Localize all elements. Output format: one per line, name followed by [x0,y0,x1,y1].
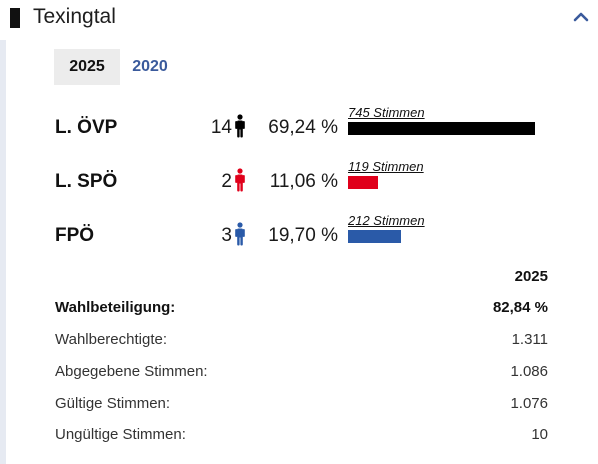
party-votes: 212 Stimmen [348,213,425,228]
stat-label: Gültige Stimmen: [55,395,171,412]
party-name: L. SPÖ [55,171,118,192]
party-vote-bar [348,122,535,135]
party-seats: 2 [221,171,232,192]
stat-value: 1.086 [510,363,548,380]
stat-row-turnout: Wahlbeteiligung: 82,84 % [55,299,548,321]
collapse-button[interactable] [570,6,592,28]
chevron-up-icon [573,12,589,22]
stat-value: 10 [531,426,548,443]
stat-row-invalid: Ungültige Stimmen: 10 [55,426,548,448]
party-vote-bar [348,230,401,243]
party-name: FPÖ [55,225,95,246]
party-percent: 11,06 % [269,171,338,192]
party-seats: 14 [210,117,232,138]
stat-label: Wahlberechtigte: [55,331,168,348]
tab-2025[interactable]: 2025 [54,49,120,85]
stats-year-header: 2025 [514,268,548,285]
party-name: L. ÖVP [55,117,118,138]
stat-row-eligible: Wahlberechtigte: 1.311 [55,331,548,353]
party-vote-bar [348,176,378,189]
party-votes: 745 Stimmen [348,105,425,120]
section-header: Texingtal [0,0,598,36]
party-row: FPÖ 3 19,70 % 212 Stimmen [0,213,598,256]
tab-2020[interactable]: 2020 [132,58,168,75]
header-marker [10,8,20,28]
section-left-rule [0,40,6,464]
stat-label: Abgegebene Stimmen: [55,363,208,380]
party-row: L. SPÖ 2 11,06 % 119 Stimmen [0,159,598,202]
person-icon [235,222,245,246]
stat-value: 1.076 [510,395,548,412]
person-icon [235,168,245,192]
person-icon [235,114,245,138]
stat-label: Ungültige Stimmen: [55,426,186,443]
party-seats: 3 [221,225,232,246]
party-percent: 69,24 % [268,117,338,138]
party-votes: 119 Stimmen [348,159,424,174]
party-row: L. ÖVP 14 69,24 % 745 Stimmen [0,105,598,148]
stat-label: Wahlbeteiligung: [55,299,176,316]
section-title: Texingtal [33,5,116,28]
stat-row-cast: Abgegebene Stimmen: 1.086 [55,363,548,385]
stat-value: 1.311 [511,331,548,348]
stat-row-valid: Gültige Stimmen: 1.076 [55,395,548,417]
party-percent: 19,70 % [268,225,338,246]
stat-value: 82,84 % [492,299,548,316]
